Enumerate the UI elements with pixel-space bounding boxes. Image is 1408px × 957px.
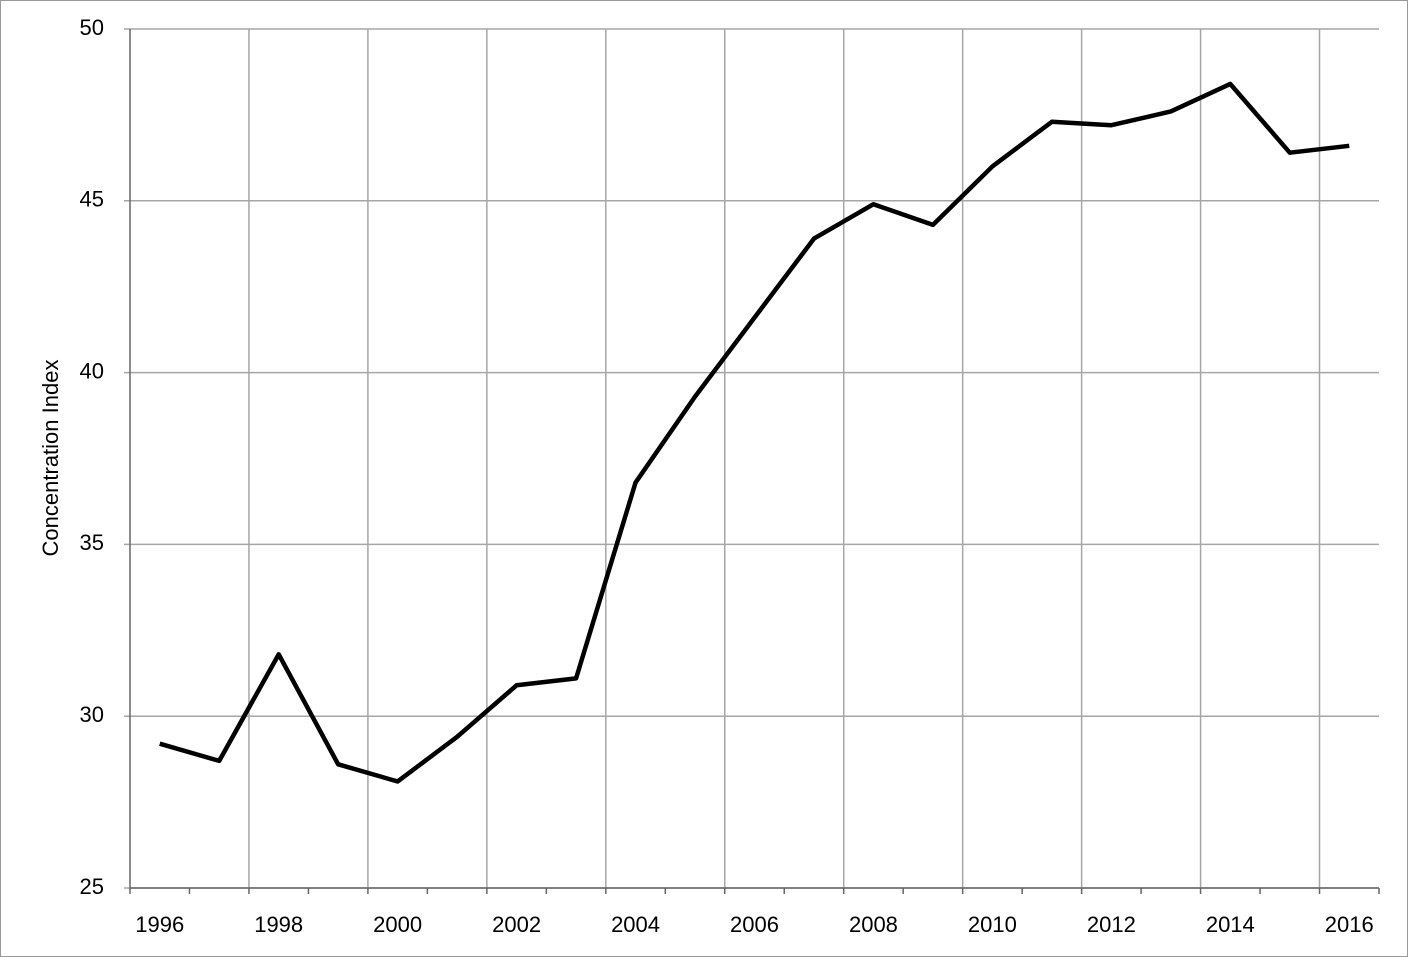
y-tick-label: 25 <box>80 874 104 899</box>
x-tick-label: 2016 <box>1325 912 1374 937</box>
y-tick-label: 50 <box>80 15 104 40</box>
x-tick-label: 2012 <box>1087 912 1136 937</box>
x-tick-label: 2008 <box>849 912 898 937</box>
x-tick-label: 2014 <box>1206 912 1255 937</box>
x-tick-label: 2004 <box>611 912 660 937</box>
y-tick-label: 40 <box>80 358 104 383</box>
data-line <box>159 81 1350 784</box>
x-tick-label: 2000 <box>373 912 422 937</box>
x-tick-label: 2002 <box>492 912 541 937</box>
y-axis-label: Concentration Index <box>38 360 63 557</box>
x-tick-label: 1996 <box>135 912 184 937</box>
x-tick-label: 2010 <box>968 912 1017 937</box>
x-tick-label: 1998 <box>254 912 303 937</box>
y-tick-label: 45 <box>80 187 104 212</box>
y-tick-label: 35 <box>80 530 104 555</box>
y-tick-label: 30 <box>80 702 104 727</box>
x-tick-label: 2006 <box>730 912 779 937</box>
